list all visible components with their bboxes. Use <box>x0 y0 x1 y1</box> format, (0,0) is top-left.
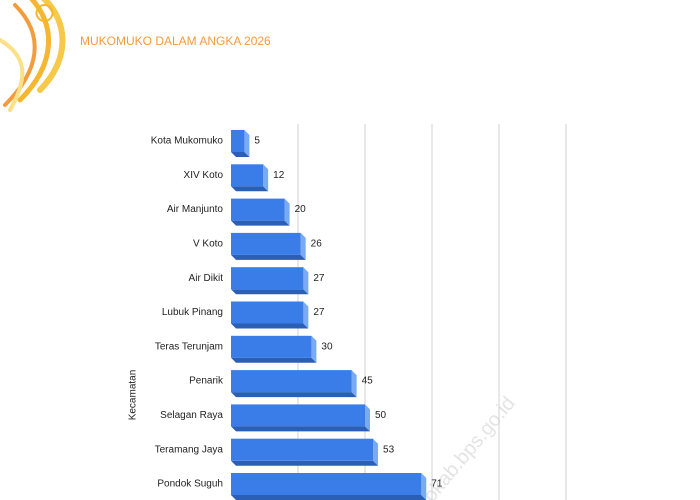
bar-side <box>231 323 309 329</box>
bar-side <box>231 289 309 295</box>
y-tick-label: V Koto <box>193 239 223 250</box>
bar-side <box>231 220 290 226</box>
bar-end <box>300 232 306 260</box>
bar <box>231 198 285 221</box>
y-tick-label: Penarik <box>189 376 224 387</box>
value-label: 50 <box>375 410 387 421</box>
bar <box>231 130 245 152</box>
y-axis-label: Kecamatan <box>128 370 139 421</box>
y-tick-label: Lubuk Pinang <box>162 307 223 318</box>
bar <box>231 404 365 427</box>
y-tick-label: Kota Mukomuko <box>151 136 224 147</box>
y-tick-label: Teras Terunjam <box>155 341 223 352</box>
bar-side <box>231 254 306 260</box>
bar-end <box>284 198 290 226</box>
bar-end <box>303 301 309 329</box>
bar-end <box>263 164 269 192</box>
bar-end <box>351 370 357 398</box>
bar-side <box>231 426 370 432</box>
y-tick-label: Air Dikit <box>189 273 224 284</box>
bar <box>231 267 304 290</box>
value-label: 20 <box>295 204 307 215</box>
bar <box>231 438 374 461</box>
value-label: 71 <box>431 479 443 490</box>
value-label: 12 <box>273 170 285 181</box>
bar-end <box>373 438 379 466</box>
value-label: 27 <box>313 307 325 318</box>
y-tick-label: Teramang Jaya <box>155 444 224 455</box>
value-label: 53 <box>383 444 395 455</box>
value-label: 30 <box>321 341 333 352</box>
bar-side <box>231 495 427 500</box>
bar-side <box>231 186 269 192</box>
bar-side <box>231 152 250 157</box>
bar-end <box>365 404 370 432</box>
bar <box>231 232 301 255</box>
bar-end <box>311 335 317 363</box>
y-tick-label: Air Manjunto <box>167 204 224 215</box>
value-label: 45 <box>362 376 374 387</box>
value-label: 27 <box>313 273 325 284</box>
y-tick-label: Pondok Suguh <box>157 479 223 490</box>
bar-end <box>244 130 250 157</box>
bar <box>231 301 304 324</box>
page-title: MUKOMUKO DALAM ANGKA 2026 <box>80 34 271 48</box>
bar <box>231 370 352 393</box>
y-tick-label: XIV Koto <box>184 170 224 181</box>
value-label: 26 <box>311 239 323 250</box>
bar <box>231 164 264 187</box>
value-label: 5 <box>254 136 260 147</box>
bar-side <box>231 460 379 466</box>
bar-side <box>231 357 317 363</box>
bar-end <box>421 473 427 500</box>
decoration <box>0 0 66 112</box>
bar <box>231 335 312 358</box>
bar <box>231 473 422 495</box>
y-tick-label: Selagan Raya <box>160 410 223 421</box>
bar-side <box>231 392 357 398</box>
bar-end <box>303 267 309 295</box>
